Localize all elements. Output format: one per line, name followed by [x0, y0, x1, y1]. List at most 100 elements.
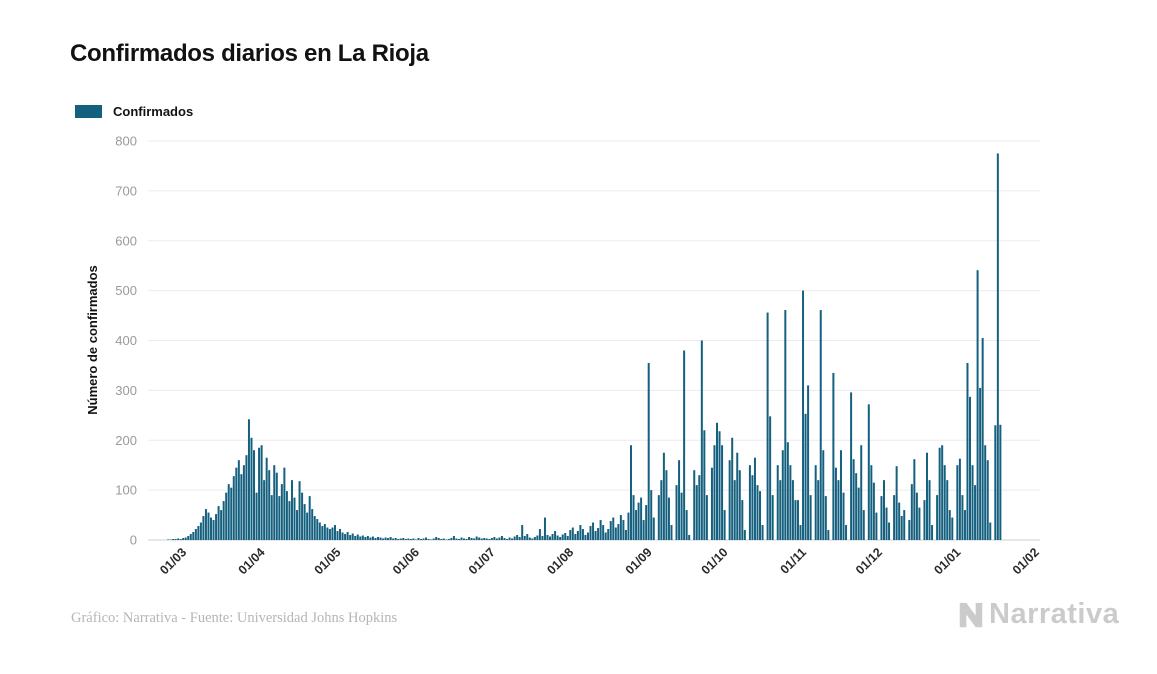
- bar: [566, 536, 569, 540]
- bar: [688, 535, 691, 540]
- bar: [247, 419, 250, 540]
- bar: [850, 392, 853, 540]
- bar: [779, 480, 782, 540]
- bar: [546, 535, 549, 540]
- bar: [705, 495, 708, 540]
- bar: [465, 539, 468, 540]
- bar: [979, 387, 982, 540]
- bar: [500, 536, 503, 540]
- bar: [278, 496, 281, 540]
- bar: [852, 459, 855, 540]
- bar: [969, 396, 972, 540]
- x-tick-label: 01/11: [778, 545, 810, 577]
- bar: [432, 538, 435, 540]
- bar: [660, 480, 663, 540]
- bar: [822, 450, 825, 540]
- bar: [753, 457, 756, 540]
- bar: [771, 495, 774, 540]
- y-axis-title: Número de confirmados: [85, 265, 100, 415]
- bar: [741, 500, 744, 540]
- bar: [526, 534, 529, 540]
- x-tick-label: 01/04: [236, 545, 268, 577]
- page-title: Confirmados diarios en La Rioja: [70, 40, 429, 67]
- bar: [253, 450, 256, 540]
- bar: [900, 516, 903, 540]
- bar: [331, 527, 334, 540]
- bar: [581, 529, 584, 540]
- bar: [447, 539, 450, 540]
- bar: [197, 526, 200, 540]
- bar: [622, 520, 625, 540]
- bar: [882, 480, 885, 540]
- bar: [359, 536, 362, 540]
- x-tick-label: 01/03: [157, 545, 189, 577]
- bar: [333, 525, 336, 540]
- bar: [222, 501, 225, 540]
- y-tick-label: 0: [130, 533, 137, 548]
- bar: [627, 512, 630, 540]
- bar: [179, 539, 182, 540]
- bar: [182, 538, 185, 540]
- legend-label: Confirmados: [113, 104, 194, 119]
- bar: [495, 538, 498, 540]
- bar: [893, 495, 896, 540]
- bar: [303, 504, 306, 540]
- bar: [614, 527, 617, 540]
- bar: [460, 537, 463, 540]
- bar: [718, 431, 721, 540]
- bar: [695, 485, 698, 540]
- legend-swatch: [75, 105, 102, 118]
- bar: [885, 507, 888, 540]
- x-tick-label: 01/10: [699, 545, 731, 577]
- bar: [617, 524, 620, 540]
- bar: [938, 447, 941, 540]
- bar: [814, 465, 817, 540]
- bar: [485, 538, 488, 540]
- bar: [425, 537, 428, 540]
- bar: [435, 537, 438, 540]
- bar: [488, 539, 491, 540]
- bar: [632, 495, 635, 540]
- bar: [948, 510, 951, 540]
- bar: [994, 425, 997, 540]
- bar: [409, 539, 412, 540]
- bar: [475, 536, 478, 540]
- bar: [698, 475, 701, 540]
- bar: [963, 510, 966, 540]
- bar: [837, 480, 840, 540]
- bar: [412, 538, 415, 540]
- bar: [624, 530, 627, 540]
- bar: [612, 517, 615, 540]
- bar: [230, 487, 233, 540]
- bar: [827, 530, 830, 540]
- bar: [743, 530, 746, 540]
- bar: [941, 445, 944, 540]
- bar: [703, 430, 706, 540]
- bar: [592, 522, 595, 540]
- bar: [683, 350, 686, 540]
- bar: [819, 310, 822, 540]
- bar: [220, 510, 223, 540]
- bar: [308, 496, 311, 540]
- bar: [250, 437, 253, 540]
- bar: [966, 362, 969, 540]
- bar: [713, 445, 716, 540]
- bar: [675, 485, 678, 540]
- bar: [394, 538, 397, 540]
- bar: [541, 536, 544, 540]
- bar: [389, 537, 392, 540]
- bar: [637, 502, 640, 540]
- bar: [470, 538, 473, 540]
- bar: [397, 539, 400, 540]
- bar: [645, 505, 648, 540]
- y-tick-label: 700: [115, 183, 137, 198]
- bar: [721, 445, 724, 540]
- bar: [316, 519, 319, 540]
- bar: [174, 539, 177, 540]
- bar: [913, 459, 916, 540]
- bar: [738, 470, 741, 540]
- bar: [824, 496, 827, 540]
- bar: [290, 480, 293, 540]
- bar: [936, 495, 939, 540]
- bar: [733, 480, 736, 540]
